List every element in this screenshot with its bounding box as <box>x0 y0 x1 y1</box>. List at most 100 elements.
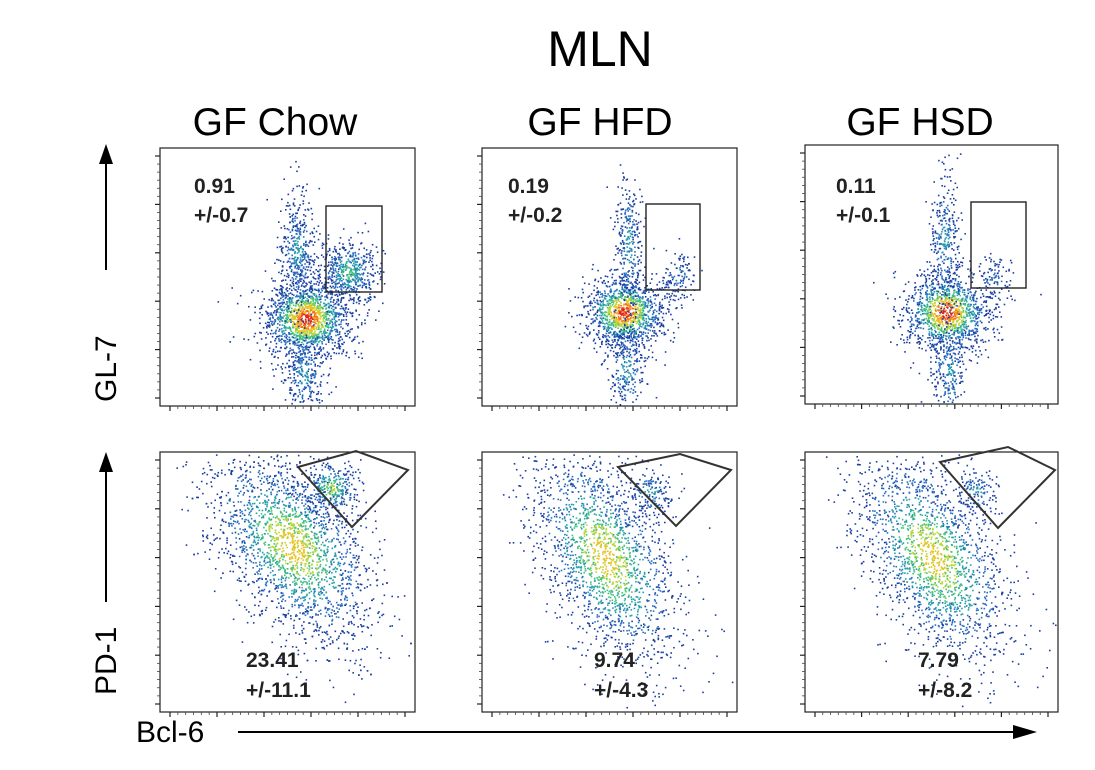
event-dot <box>623 335 626 338</box>
event-dot <box>885 293 887 295</box>
event-dot <box>628 237 630 240</box>
event-dot <box>342 287 345 289</box>
event-dot <box>627 207 630 209</box>
event-dot <box>302 292 305 294</box>
event-dot <box>362 340 364 343</box>
event-dot <box>311 289 314 292</box>
event-dot <box>668 308 670 311</box>
event-dot <box>351 315 354 318</box>
event-dot <box>323 331 326 334</box>
event-dot <box>943 253 945 256</box>
event-dot <box>303 253 306 256</box>
event-dot <box>355 293 358 296</box>
event-dot <box>370 265 372 268</box>
event-dot <box>330 320 333 322</box>
event-dot <box>948 322 951 325</box>
event-dot <box>622 308 624 310</box>
event-dot <box>315 333 317 335</box>
event-dot <box>284 314 287 316</box>
event-dot <box>300 381 303 384</box>
event-dot <box>292 225 295 227</box>
event-dot <box>319 296 322 298</box>
event-dot <box>625 325 627 327</box>
event-dot <box>321 333 323 335</box>
event-dot <box>299 231 302 233</box>
event-dot <box>634 314 636 317</box>
event-dot <box>298 286 300 288</box>
event-dot <box>357 356 360 358</box>
event-dot <box>283 306 285 308</box>
event-dot <box>350 236 352 239</box>
event-dot <box>630 256 632 259</box>
event-dot <box>615 245 617 247</box>
event-dot <box>680 304 683 306</box>
event-dot <box>634 291 637 294</box>
event-dot <box>341 289 343 291</box>
event-dot <box>352 272 355 275</box>
event-dot <box>287 310 290 313</box>
event-dot <box>321 324 323 326</box>
event-dot <box>306 326 309 328</box>
event-dot <box>354 282 357 284</box>
event-dot <box>354 254 357 256</box>
event-dot <box>329 326 332 328</box>
event-dot <box>268 350 270 352</box>
event-dot <box>317 312 319 314</box>
event-dot <box>369 257 371 259</box>
event-dot <box>284 343 287 346</box>
event-dot <box>585 333 588 336</box>
event-dot <box>628 365 630 367</box>
event-dot <box>628 315 630 317</box>
event-dot <box>253 335 256 338</box>
event-dot <box>611 334 614 336</box>
event-dot <box>295 335 298 337</box>
event-dot <box>365 286 367 288</box>
event-dot <box>616 248 618 250</box>
event-dot <box>362 259 364 262</box>
event-dot <box>363 282 366 285</box>
event-dot <box>350 255 352 258</box>
event-dot <box>682 257 684 260</box>
event-dot <box>356 261 359 263</box>
event-dot <box>363 284 365 286</box>
event-dot <box>333 281 335 284</box>
event-dot <box>675 295 677 297</box>
event-dot <box>315 398 318 400</box>
event-dot <box>646 299 648 302</box>
event-dot <box>314 382 316 385</box>
event-dot <box>591 302 593 305</box>
event-dot <box>642 333 645 336</box>
event-dot <box>661 287 663 289</box>
event-dot <box>268 324 270 326</box>
event-dot <box>627 292 629 294</box>
event-dot <box>931 312 933 314</box>
event-dot <box>353 273 356 276</box>
event-dot <box>267 321 269 324</box>
event-dot <box>319 385 322 387</box>
event-dot <box>623 263 625 265</box>
event-dot <box>309 388 311 390</box>
event-dot <box>360 242 362 245</box>
event-dot <box>291 249 294 251</box>
event-dot <box>309 309 312 311</box>
event-dot <box>629 215 632 217</box>
event-dot <box>352 302 355 305</box>
event-dot <box>358 272 360 275</box>
event-dot <box>300 304 303 306</box>
event-dot <box>641 297 643 299</box>
event-dot <box>340 288 342 290</box>
event-dot <box>958 338 961 341</box>
event-dot <box>628 247 631 250</box>
event-dot <box>628 230 630 233</box>
event-dot <box>309 311 311 313</box>
event-dot <box>287 246 289 249</box>
event-dot <box>325 343 327 346</box>
event-dot <box>651 305 653 308</box>
event-dot <box>309 295 312 298</box>
event-dot <box>640 316 642 318</box>
event-dot <box>305 332 308 335</box>
event-dot <box>362 273 364 276</box>
event-dot <box>639 354 642 356</box>
event-dot <box>259 308 261 310</box>
event-dot <box>296 225 298 228</box>
